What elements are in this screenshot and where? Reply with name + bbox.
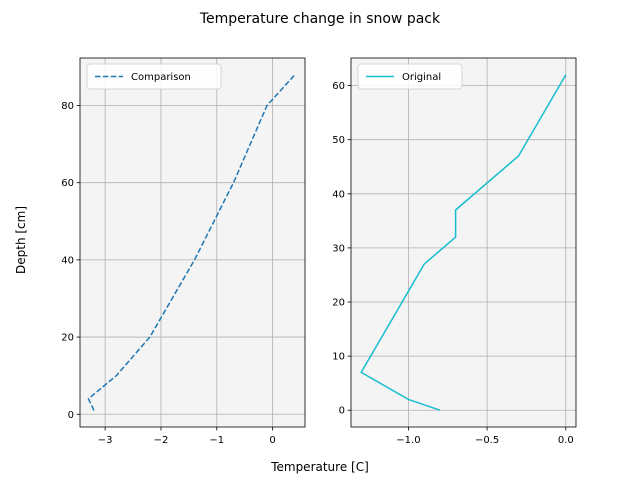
y-axis-label: Depth [cm]	[14, 206, 28, 274]
grid	[80, 58, 305, 427]
series-line-original	[360, 74, 567, 411]
series	[360, 74, 567, 411]
chart-title: Temperature change in snow pack	[199, 11, 441, 27]
axes-frame	[350, 57, 577, 428]
y-tick-label: 80	[61, 101, 74, 112]
legend-box	[86, 63, 222, 90]
y-tick-label: 0	[68, 410, 74, 421]
x-tick-label: −2	[154, 435, 169, 446]
y-tick-label: 60	[332, 81, 345, 92]
ticks: −1.0 −0.5 0.0 0 10 20 30 40 50 60	[332, 81, 573, 446]
y-tick-label: 20	[61, 333, 74, 344]
y-tick-label: 40	[61, 255, 74, 266]
x-tick-label: −1	[209, 435, 224, 446]
ticks: −3 −2 −1 0 0 20 40 60 80	[61, 101, 276, 446]
x-tick-label: −3	[98, 435, 113, 446]
x-tick-label: −1.0	[396, 435, 420, 446]
x-tick-label: 0	[269, 435, 275, 446]
y-tick-label: 50	[332, 135, 345, 146]
right-subplot: −1.0 −0.5 0.0 0 10 20 30 40 50 60 Original	[332, 57, 577, 446]
y-tick-label: 30	[332, 243, 345, 254]
legend: Original	[357, 63, 463, 90]
series-line-comparison	[87, 74, 296, 411]
grid	[351, 58, 576, 427]
axes-frame	[79, 57, 306, 428]
legend-label: Original	[402, 72, 441, 83]
legend: Comparison	[86, 63, 222, 90]
legend-box	[357, 63, 463, 90]
y-tick-label: 10	[332, 352, 345, 363]
series	[87, 74, 296, 411]
plot-area	[80, 58, 305, 427]
x-tick-label: 0.0	[558, 435, 574, 446]
legend-label: Comparison	[131, 72, 191, 83]
y-tick-label: 40	[332, 189, 345, 200]
x-axis-label: Temperature [C]	[270, 460, 369, 474]
y-tick-label: 20	[332, 298, 345, 309]
plot-area	[351, 58, 576, 427]
y-tick-label: 60	[61, 178, 74, 189]
x-tick-label: −0.5	[475, 435, 499, 446]
y-tick-label: 0	[339, 406, 345, 417]
left-subplot: −3 −2 −1 0 0 20 40 60 80 Comparison	[61, 57, 306, 446]
